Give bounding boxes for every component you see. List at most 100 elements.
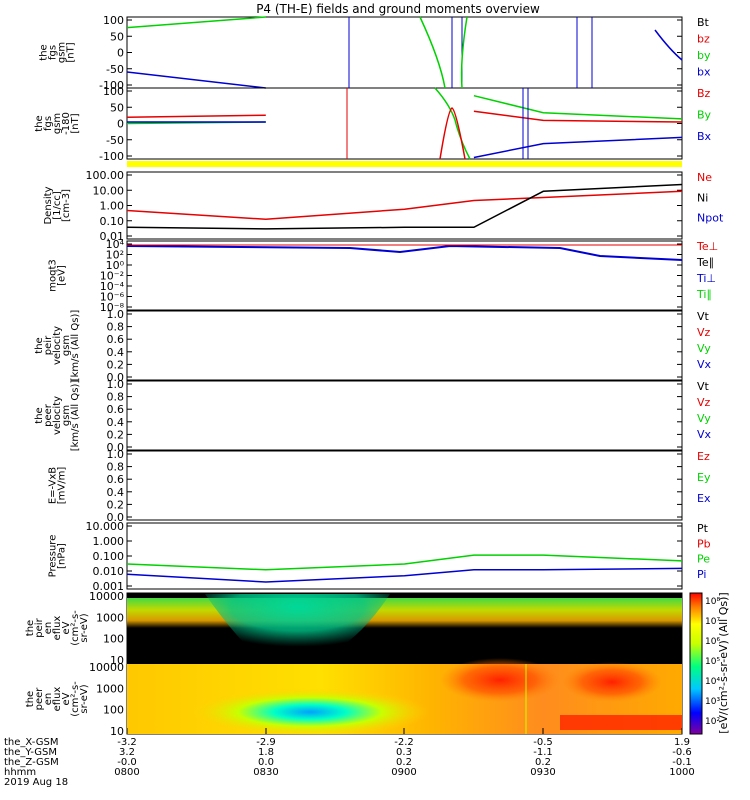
y-axis-label-line: [cm-3] bbox=[61, 189, 72, 222]
panel-frame bbox=[126, 380, 683, 451]
series-Ni bbox=[126, 183, 683, 230]
legend-entry: Te⊥ bbox=[696, 240, 718, 253]
y-axis-label-line: the bbox=[39, 44, 50, 60]
y-axis-label-line: peer bbox=[34, 687, 45, 711]
y-tick-label: 1000 bbox=[96, 682, 124, 695]
y-tick-label: 100 bbox=[103, 14, 124, 27]
y-tick-label: 10000 bbox=[89, 661, 124, 674]
time-axis-value: 1.8 bbox=[258, 747, 274, 758]
y-axis-label-line: [eV] bbox=[57, 265, 68, 286]
time-axis-value: 0900 bbox=[391, 767, 417, 778]
time-axis-value: 3.2 bbox=[119, 747, 135, 758]
legend-entry: bx bbox=[697, 66, 711, 79]
legend-entry: By bbox=[697, 109, 712, 122]
legend-entry: Bz bbox=[697, 87, 711, 100]
panel-6: 1.00.80.60.40.20.0 thepeervelocitygsm[km/… bbox=[34, 378, 712, 454]
time-axis-value: 0.2 bbox=[535, 757, 551, 768]
y-tick-label: 10⁻⁶ bbox=[100, 291, 125, 304]
series-By bbox=[126, 94, 683, 125]
peir-spectrogram bbox=[127, 593, 682, 663]
y-axis-label-line: velocity bbox=[52, 396, 63, 435]
colorbar-tick-label: 10⁷ bbox=[705, 617, 720, 627]
legend-entry: Vt bbox=[697, 380, 710, 393]
Bz-cross bbox=[439, 107, 466, 160]
time-axis-row-name: the_X-GSM bbox=[4, 737, 59, 748]
legend-entry: Bt bbox=[697, 16, 710, 29]
panel-frame bbox=[126, 310, 683, 381]
y-tick-label: 10 bbox=[110, 725, 124, 738]
y-tick-label: 100 bbox=[103, 704, 124, 717]
time-axis-row-name: the_Y-GSM bbox=[4, 747, 58, 758]
legend-entry: Pe bbox=[697, 553, 710, 566]
y-axis-label-line: [km/s (All Qs)] bbox=[70, 310, 81, 382]
colorbar-tick-label: 10³ bbox=[705, 697, 720, 707]
colorbar bbox=[689, 592, 703, 735]
y-axis-label-line: (cm²-s- bbox=[70, 681, 81, 717]
legend-entry: Npot bbox=[697, 212, 724, 225]
time-axis-value: -0.5 bbox=[533, 737, 553, 748]
y-axis-label-line: the bbox=[34, 407, 45, 423]
y-tick-label: 10⁰ bbox=[106, 259, 125, 272]
figure-title: P4 (TH-E) fields and ground moments over… bbox=[256, 2, 540, 16]
legend-entry: Vy bbox=[697, 342, 711, 355]
y-tick-label: 100 bbox=[103, 85, 124, 98]
peir-green-plume bbox=[205, 594, 390, 660]
ti-perp-trace bbox=[126, 244, 683, 261]
y-axis-label-line: [mV/m] bbox=[57, 467, 68, 505]
y-tick-label: 10⁻⁸ bbox=[100, 301, 125, 314]
panel-frame bbox=[126, 16, 683, 89]
legend-entry: Ni bbox=[697, 191, 708, 204]
time-axis-value: -3.2 bbox=[117, 737, 137, 748]
series-by bbox=[126, 16, 266, 29]
y-tick-label: -100 bbox=[99, 79, 124, 92]
colorbar-label: [eV/(cm²-s-sr-eV) (All Qs)] bbox=[717, 592, 730, 733]
y-tick-label: 0.10 bbox=[100, 215, 125, 228]
y-tick-label: 0.4 bbox=[107, 416, 125, 429]
y-axis-label-line: E=-VxB bbox=[48, 467, 59, 504]
y-tick-label: 0.001 bbox=[93, 580, 125, 593]
y-tick-label: -50 bbox=[106, 63, 124, 76]
peer-red-region-2 bbox=[562, 662, 662, 702]
y-axis-label-line: [nPa] bbox=[57, 543, 68, 569]
y-axis-label-line: gsm bbox=[61, 335, 72, 356]
panel-8: 10.000 1.000 0.100 0.010 0.001 Pressure[nPa] P… bbox=[48, 520, 711, 593]
y-tick-label: 0.01 bbox=[100, 230, 125, 243]
y-tick-label: 10.00 bbox=[93, 184, 125, 197]
y-axis-label-line: gsm bbox=[52, 113, 63, 134]
colorbar-tick-label: 10⁶ bbox=[705, 637, 720, 647]
y-axis-label-line: gsm bbox=[57, 42, 68, 63]
colorbar-tick-label: 10⁴ bbox=[705, 677, 720, 687]
y-axis-label-line: eflux bbox=[52, 616, 63, 641]
y-tick-label: 50 bbox=[110, 30, 124, 43]
time-axis-value: -1.1 bbox=[533, 747, 553, 758]
y-axis-label-line: Density bbox=[43, 186, 54, 224]
y-axis-label-line: fgs bbox=[43, 116, 54, 131]
y-tick-label: 0.4 bbox=[107, 486, 125, 499]
time-axis-value: 1.9 bbox=[674, 737, 690, 748]
y-tick-label: 10⁻² bbox=[100, 270, 124, 283]
time-axis-value: 0830 bbox=[253, 767, 279, 778]
legend-entry: Vt bbox=[697, 310, 710, 323]
y-tick-label: 1.000 bbox=[93, 535, 125, 548]
time-axis-value: -0.0 bbox=[117, 757, 137, 768]
y-tick-label: 1.0 bbox=[107, 378, 125, 391]
peer-low-energy-blob bbox=[190, 688, 430, 736]
y-tick-label: 10² bbox=[106, 249, 124, 262]
state-bar bbox=[127, 161, 682, 167]
colorbar-tick-label: 10⁸ bbox=[705, 597, 720, 607]
y-tick-label: 1000 bbox=[96, 611, 124, 624]
y-tick-label: 0.6 bbox=[107, 473, 125, 486]
time-axis-value: 0.2 bbox=[396, 757, 412, 768]
legend-entry: Vx bbox=[697, 428, 712, 441]
time-axis-value: 0930 bbox=[530, 767, 556, 778]
legend-entry: bz bbox=[697, 33, 710, 46]
series-Ne bbox=[126, 190, 683, 221]
time-axis-value: 0.0 bbox=[258, 757, 274, 768]
y-axis-label-line: Pressure bbox=[48, 535, 59, 578]
y-tick-label: 0.2 bbox=[107, 358, 125, 371]
y-tick-label: 100 bbox=[103, 633, 124, 646]
y-axis-label-line: peir bbox=[34, 617, 45, 637]
legend-entry: by bbox=[697, 49, 711, 62]
y-tick-label: 0.2 bbox=[107, 428, 125, 441]
